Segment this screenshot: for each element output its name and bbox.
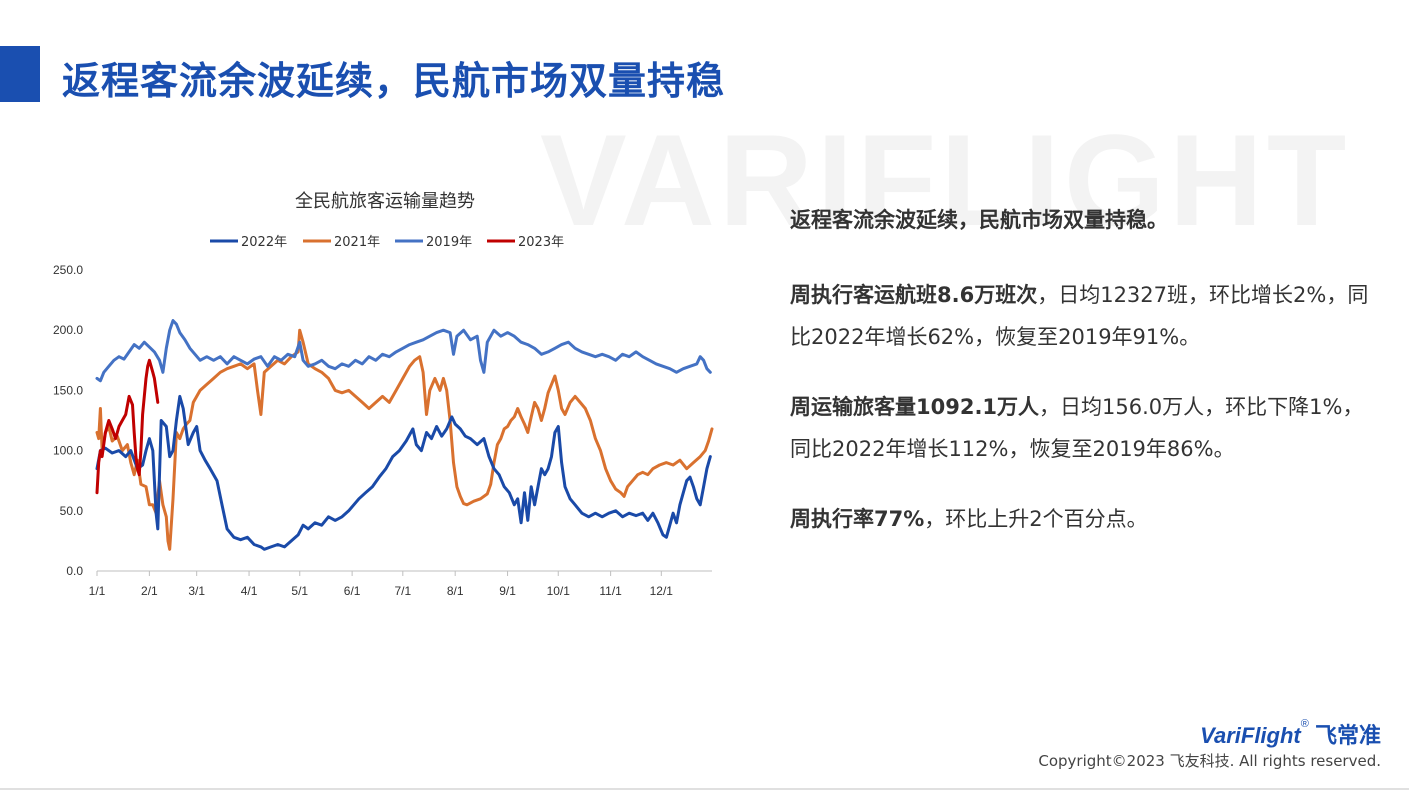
legend-label: 2021年 <box>334 235 380 250</box>
summary-rate: 周执行率77%，环比上升2个百分点。 <box>790 498 1370 540</box>
series-layer <box>95 319 714 551</box>
flights-detail: ，日均12327班，环比增长2%，同比2022年增长62%，恢复至2019年91… <box>790 283 1369 349</box>
summary-headline: 返程客流余波延续，民航市场双量持稳。 <box>790 208 1168 232</box>
chart-legend: 2022年 2021年 2019年 2023年 <box>210 235 564 250</box>
brand-logo: VariFlight® 飞常准 <box>1200 718 1381 750</box>
passengers-detail: ，日均156.0万人，环比下降1%，同比2022年增长112%，恢复至2019年… <box>790 395 1364 461</box>
x-tick-label: 11/1 <box>599 584 622 598</box>
title-accent-bar <box>0 46 40 102</box>
x-tick-label: 1/1 <box>89 584 106 598</box>
brand-name-cn: 飞常准 <box>1314 724 1381 749</box>
page-title: 返程客流余波延续，民航市场双量持稳 <box>62 59 726 103</box>
y-tick-label: 0.0 <box>66 564 83 578</box>
summary-flights: 周执行客运航班8.6万班次，日均12327班，环比增长2%，同比2022年增长6… <box>790 274 1370 358</box>
y-tick-label: 200.0 <box>53 323 83 337</box>
y-tick-label: 50.0 <box>60 504 84 518</box>
series-line-2019年 <box>95 319 712 383</box>
rate-highlight: 周执行率77% <box>790 507 925 531</box>
legend-label: 2019年 <box>426 235 472 250</box>
watermark: VARIFLIGHT <box>540 107 1351 253</box>
registered-mark: ® <box>1300 718 1309 730</box>
x-tick-label: 3/1 <box>188 584 205 598</box>
y-tick-label: 100.0 <box>53 444 83 458</box>
passenger-trend-chart: 全民航旅客运输量趋势 2022年 2021年 2019年 2023年 0.0 50.0 1… <box>53 191 714 598</box>
summary-passengers: 周运输旅客量1092.1万人，日均156.0万人，环比下降1%，同比2022年增… <box>790 386 1370 470</box>
summary-panel: 返程客流余波延续，民航市场双量持稳。 周执行客运航班8.6万班次，日均12327… <box>790 200 1370 568</box>
x-tick-label: 6/1 <box>344 584 361 598</box>
bottom-divider <box>0 788 1409 790</box>
x-tick-label: 8/1 <box>447 584 464 598</box>
series-line-2023年 <box>95 358 160 495</box>
x-tick-label: 4/1 <box>241 584 258 598</box>
series-line-2021年 <box>95 328 714 551</box>
x-tick-label: 12/1 <box>650 584 674 598</box>
legend-label: 2022年 <box>241 235 287 250</box>
y-axis: 0.0 50.0 100.0 150.0 200.0 250.0 <box>53 263 83 578</box>
x-tick-label: 9/1 <box>499 584 516 598</box>
legend-label: 2023年 <box>518 235 564 250</box>
rate-detail: ，环比上升2个百分点。 <box>924 507 1148 531</box>
series-line-2022年 <box>95 394 712 551</box>
chart-title: 全民航旅客运输量趋势 <box>295 191 475 212</box>
copyright-text: Copyright©2023 飞友科技. All rights reserved… <box>1038 752 1381 770</box>
x-axis: 1/1 2/1 3/1 4/1 5/1 6/1 7/1 8/1 9/1 10/1 11/1 12/1 <box>89 570 712 598</box>
y-tick-label: 250.0 <box>53 263 83 277</box>
flights-highlight: 周执行客运航班8.6万班次 <box>790 283 1038 307</box>
x-tick-label: 2/1 <box>141 584 158 598</box>
x-tick-label: 5/1 <box>291 584 308 598</box>
brand-name-en: VariFlight <box>1200 723 1301 748</box>
x-tick-label: 7/1 <box>394 584 411 598</box>
y-tick-label: 150.0 <box>53 383 83 397</box>
x-tick-label: 10/1 <box>547 584 571 598</box>
passengers-highlight: 周运输旅客量1092.1万人 <box>790 395 1040 419</box>
